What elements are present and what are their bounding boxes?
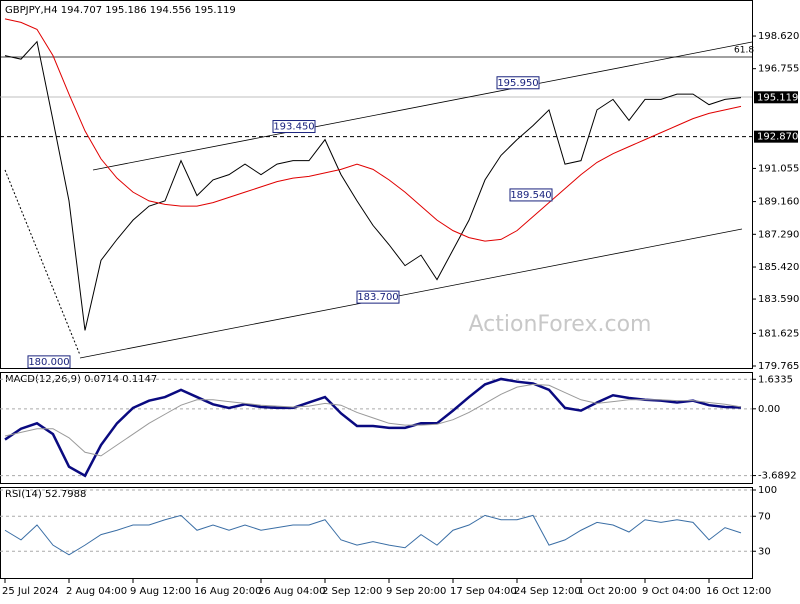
watermark: ActionForex.com xyxy=(469,312,652,337)
x-tick-label: 26 Aug 04:00 xyxy=(258,586,325,597)
x-tick-label: 9 Aug 12:00 xyxy=(130,586,191,597)
annotation-box xyxy=(27,355,71,369)
y-tick-label: 185.420 xyxy=(758,262,799,273)
x-tick-label: 2 Aug 04:00 xyxy=(66,586,127,597)
rsi-title: RSI(14) 52.7988 xyxy=(5,489,86,500)
macd-panel xyxy=(0,372,753,484)
y-tick-label: 30 xyxy=(758,546,771,557)
x-tick-label: 2 Sep 12:00 xyxy=(322,586,382,597)
y-tick-label: 1.6335 xyxy=(758,374,793,385)
y-tick-label: 183.590 xyxy=(758,294,799,305)
x-tick-label: 9 Oct 04:00 xyxy=(642,586,701,597)
x-tick-label: 17 Sep 04:00 xyxy=(450,586,517,597)
annotation-box xyxy=(272,120,316,134)
fib-label: 61.8 xyxy=(734,46,754,56)
series-line xyxy=(4,377,742,478)
x-tick-label: 1 Oct 20:00 xyxy=(578,586,637,597)
y-tick-label: 179.765 xyxy=(758,361,799,372)
series-line xyxy=(4,383,742,457)
y-tick-label: 70 xyxy=(758,511,771,522)
annotation-label: 193.450 xyxy=(273,122,314,133)
y-tick-label: 196.755 xyxy=(758,64,799,75)
rsi-panel xyxy=(0,487,753,579)
x-tick-label: 9 Sep 20:00 xyxy=(386,586,446,597)
price-label-box xyxy=(754,130,798,143)
series-line xyxy=(4,18,742,242)
price-label: 192.870 xyxy=(757,132,798,143)
y-tick-label: -3.6892 xyxy=(758,471,797,482)
channel-lower xyxy=(79,228,743,359)
price-label: 195.119 xyxy=(757,92,798,103)
x-tick-label: 16 Oct 12:00 xyxy=(706,586,771,597)
x-tick-label: 16 Aug 20:00 xyxy=(194,586,261,597)
chart-title: GBPJPY,H4 194.707 195.186 194.556 195.11… xyxy=(5,5,236,16)
y-tick-label: 181.625 xyxy=(758,328,799,339)
annotation-label: 180.000 xyxy=(28,357,69,368)
dotted-trend xyxy=(4,169,81,356)
y-tick-label: 191.055 xyxy=(758,163,799,174)
annotation-label: 183.700 xyxy=(357,292,398,303)
annotation-box xyxy=(496,76,540,90)
x-tick-label: 25 Jul 2024 xyxy=(2,586,59,597)
annotation-label: 195.950 xyxy=(497,78,538,89)
y-tick-label: 198.620 xyxy=(758,31,799,42)
price-panel xyxy=(0,0,753,369)
y-tick-label: 187.290 xyxy=(758,229,799,240)
annotation-box xyxy=(356,290,400,304)
y-tick-label: 0.00 xyxy=(758,404,780,415)
annotation-box xyxy=(509,188,553,202)
x-tick-label: 24 Sep 12:00 xyxy=(514,586,581,597)
channel-upper xyxy=(92,41,753,171)
series-line xyxy=(4,40,742,331)
series-line xyxy=(4,514,742,556)
y-tick-label: 189.160 xyxy=(758,197,799,208)
price-label-box xyxy=(754,91,798,104)
y-tick-label: 100 xyxy=(758,485,777,496)
annotation-label: 189.540 xyxy=(510,190,551,201)
macd-title: MACD(12,26,9) 0.0714 0.1147 xyxy=(5,374,157,385)
